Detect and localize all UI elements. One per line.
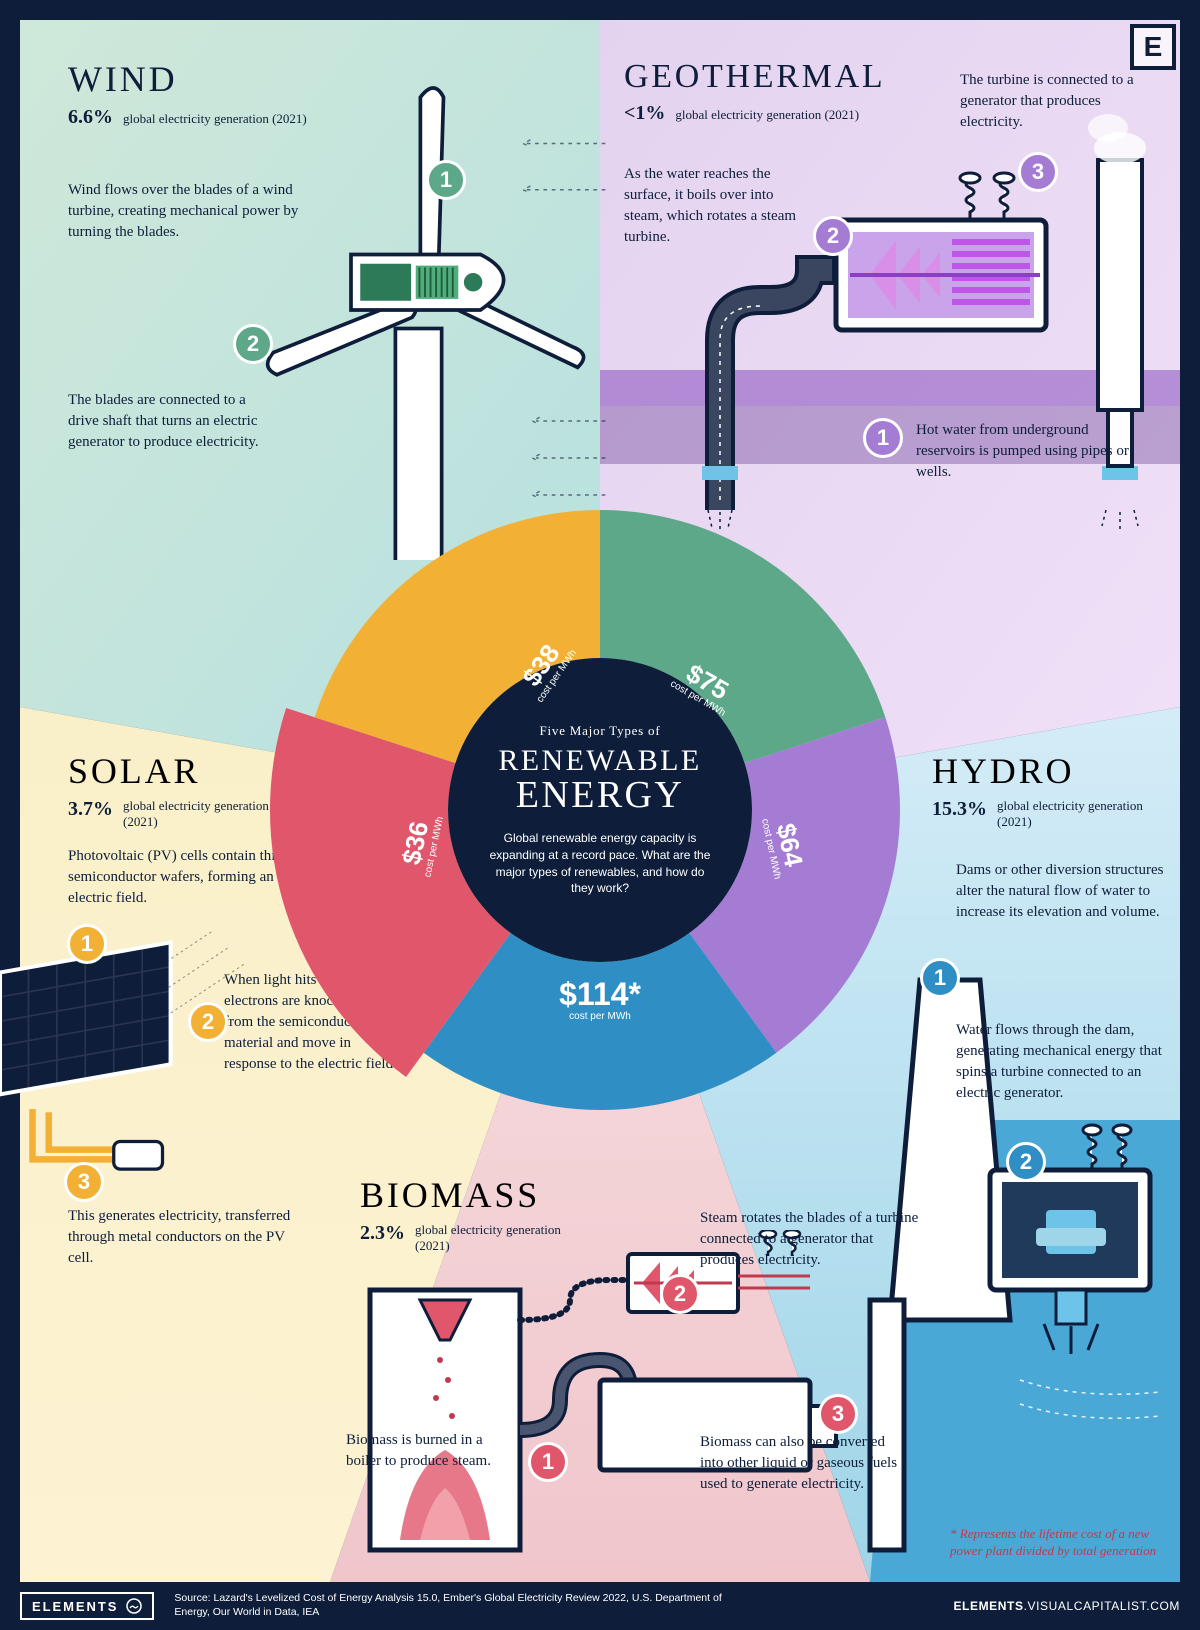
center-supertitle: Five Major Types of xyxy=(540,723,661,739)
geo-step2-text: As the water reaches the surface, it boi… xyxy=(624,164,814,248)
bio-step3-bubble: 3 xyxy=(818,1394,858,1434)
bio-step1-bubble: 1 xyxy=(528,1442,568,1482)
geothermal-panel: GEOTHERMAL <1% global electricity genera… xyxy=(600,20,1180,580)
footer-logo-icon xyxy=(126,1598,142,1614)
solar-illustration xyxy=(0,910,260,1230)
wind-percent: 6.6% xyxy=(68,106,113,128)
geo-step1-bubble: 1 xyxy=(863,418,903,458)
solar-step1-text: Photovoltaic (PV) cells contain thin sem… xyxy=(68,846,298,909)
center-subtitle: Global renewable energy capacity is expa… xyxy=(485,830,715,897)
hydro-title: HYDRO xyxy=(932,750,1147,792)
solar-percent: 3.7% xyxy=(68,798,113,820)
bio-step1-text: Biomass is burned in a boiler to produce… xyxy=(346,1430,506,1472)
solar-step1-bubble: 1 xyxy=(67,924,107,964)
center-hub: Five Major Types of RENEWABLE ENERGY Glo… xyxy=(448,658,752,962)
footer-sources: Source: Lazard's Levelized Cost of Energ… xyxy=(174,1592,734,1619)
corner-badge: E xyxy=(1130,24,1176,70)
footer-url-bold: ELEMENTS xyxy=(953,1599,1023,1613)
hydro-step1-text: Dams or other diversion structures alter… xyxy=(956,860,1166,923)
geothermal-illustration xyxy=(600,80,1180,560)
hydro-step2-text: Water flows through the dam, generating … xyxy=(956,1020,1176,1104)
bio-title: BIOMASS xyxy=(360,1174,565,1216)
wind-panel: WIND 6.6% global electricity generation … xyxy=(20,20,600,580)
wind-step2-bubble: 2 xyxy=(233,324,273,364)
wind-step1-bubble: 1 xyxy=(426,160,466,200)
solar-title: SOLAR xyxy=(68,750,273,792)
solar-step2-bubble: 2 xyxy=(188,1002,228,1042)
wind-step2-text: The blades are connected to a drive shaf… xyxy=(68,390,278,453)
geo-step2-bubble: 2 xyxy=(813,216,853,256)
footer-url-rest: .VISUALCAPITALIST.COM xyxy=(1024,1599,1180,1613)
hydro-percent: 15.3% xyxy=(932,798,987,820)
infographic-canvas: WIND 6.6% global electricity generation … xyxy=(0,0,1200,1630)
footer-url: ELEMENTS.VISUALCAPITALIST.COM xyxy=(953,1599,1180,1613)
solar-step3-text: This generates electricity, transferred … xyxy=(68,1206,298,1269)
solar-step3-bubble: 3 xyxy=(64,1162,104,1202)
geo-step3-bubble: 3 xyxy=(1018,152,1058,192)
bio-step2-bubble: 2 xyxy=(660,1274,700,1314)
center-title-2: ENERGY xyxy=(516,774,685,816)
wind-turbine-illustration xyxy=(240,60,610,560)
footer-bar: ELEMENTS Source: Lazard's Levelized Cost… xyxy=(0,1582,1200,1630)
asterisk-note: * Represents the lifetime cost of a new … xyxy=(950,1526,1160,1560)
bio-step3-text: Biomass can also be converted into other… xyxy=(700,1432,900,1495)
geo-step1-text: Hot water from underground reservoirs is… xyxy=(916,420,1146,483)
solar-percent-desc: global electricity generation (2021) xyxy=(123,798,273,830)
footer-logo-text: ELEMENTS xyxy=(32,1599,118,1614)
wind-step1-text: Wind flows over the blades of a wind tur… xyxy=(68,180,318,243)
hydro-percent-desc: global electricity generation (2021) xyxy=(997,798,1147,830)
geo-step3-text: The turbine is connected to a generator … xyxy=(960,70,1140,133)
biomass-panel: BIOMASS 2.3% global electricity generati… xyxy=(270,1170,950,1580)
footer-logo: ELEMENTS xyxy=(20,1592,154,1620)
solar-step2-text: When light hits the cell, electrons are … xyxy=(224,970,404,1075)
hydro-step2-bubble: 2 xyxy=(1006,1142,1046,1182)
bio-step2-text: Steam rotates the blades of a turbine co… xyxy=(700,1208,920,1271)
hydro-step1-bubble: 1 xyxy=(920,958,960,998)
center-title-1: RENEWABLE xyxy=(498,744,701,777)
